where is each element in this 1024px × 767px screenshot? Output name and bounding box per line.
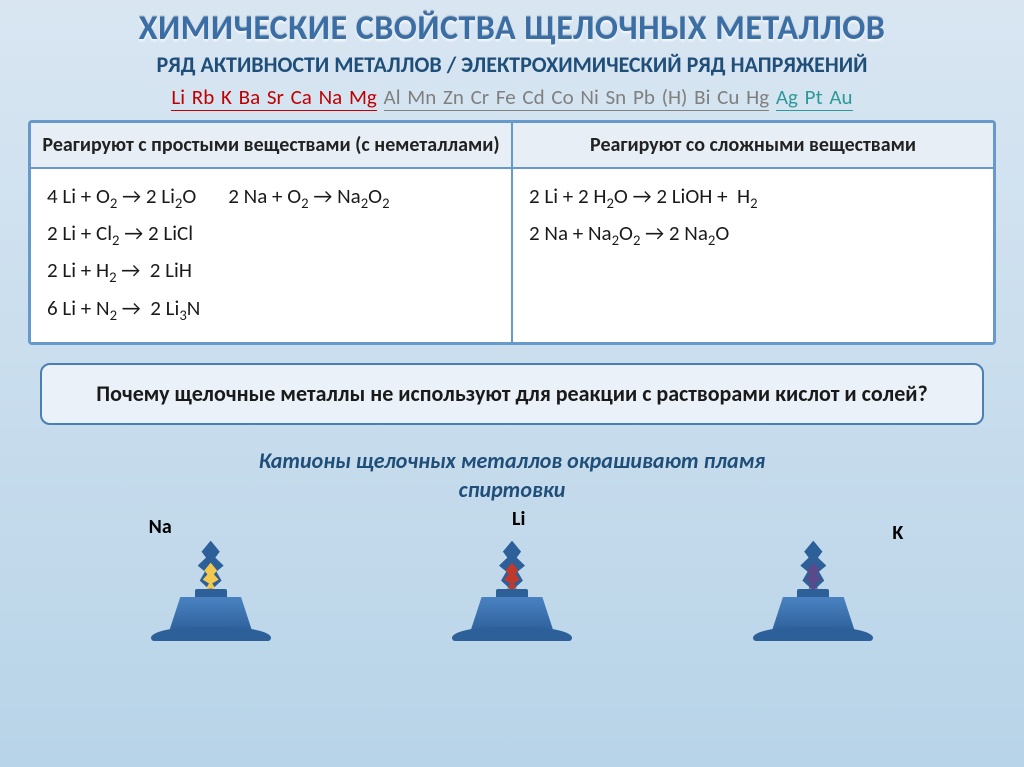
flame-icon	[499, 541, 525, 591]
equation: 4 Li + O2 → 2 Li2O	[47, 179, 196, 216]
reaction-table: Реагируют с простыми веществами (с немет…	[28, 120, 996, 345]
series-teal: Ag Pt Au	[776, 84, 853, 111]
flame-icon	[800, 541, 826, 591]
equation: 2 Li + H2 → 2 LiH	[47, 253, 495, 290]
equation: 6 Li + N2 → 2 Li3N	[47, 291, 495, 328]
flame-li: Li	[422, 511, 602, 651]
flame-na: Na	[121, 511, 301, 651]
caption-line2: спиртовки	[459, 476, 566, 503]
equation: 2 Na + O2 → Na2O2	[228, 179, 389, 216]
flame-label: Li	[512, 507, 525, 531]
equation: 2 Li + Cl2 → 2 LiCl	[47, 216, 495, 253]
activity-series: Li Rb K Ba Sr Ca Na Mg Al Mn Zn Cr Fe Cd…	[0, 84, 1024, 110]
table-head-left: Реагируют с простыми веществами (с немет…	[30, 122, 512, 168]
flame-k: K	[723, 511, 903, 651]
series-gray: Al Mn Zn Cr Fe Cd Co Ni Sn Pb (H) Bi Cu …	[384, 84, 770, 111]
burner-icon	[151, 586, 271, 641]
flame-caption: Катионы щелочных металлов окрашивают пла…	[0, 447, 1024, 504]
caption-line1: Катионы щелочных металлов окрашивают пла…	[259, 447, 765, 474]
page-subtitle: РЯД АКТИВНОСТИ МЕТАЛЛОВ / ЭЛЕКТРОХИМИЧЕС…	[0, 51, 1024, 78]
table-head-right: Реагируют со сложными веществами	[512, 122, 994, 168]
flame-label: Na	[149, 515, 172, 539]
page-title: ХИМИЧЕСКИЕ СВОЙСТВА ЩЕЛОЧНЫХ МЕТАЛЛОВ	[0, 0, 1024, 49]
series-red: Li Rb K Ba Sr Ca Na Mg	[171, 84, 376, 111]
equation: 2 Li + 2 H2O → 2 LiOH + H2	[529, 179, 977, 216]
equations-left: 4 Li + O2 → 2 Li2O 2 Na + O2 → Na2O2 2 L…	[30, 168, 512, 343]
flame-icon	[198, 541, 224, 591]
equation: 2 Na + Na2O2 → 2 Na2O	[529, 216, 977, 253]
burner-icon	[452, 586, 572, 641]
equations-right: 2 Li + 2 H2O → 2 LiOH + H2 2 Na + Na2O2 …	[512, 168, 994, 343]
burner-icon	[753, 586, 873, 641]
question-box: Почему щелочные металлы не используют дл…	[40, 363, 984, 426]
flame-row: Na Li K	[0, 511, 1024, 651]
flame-label: K	[892, 521, 903, 545]
